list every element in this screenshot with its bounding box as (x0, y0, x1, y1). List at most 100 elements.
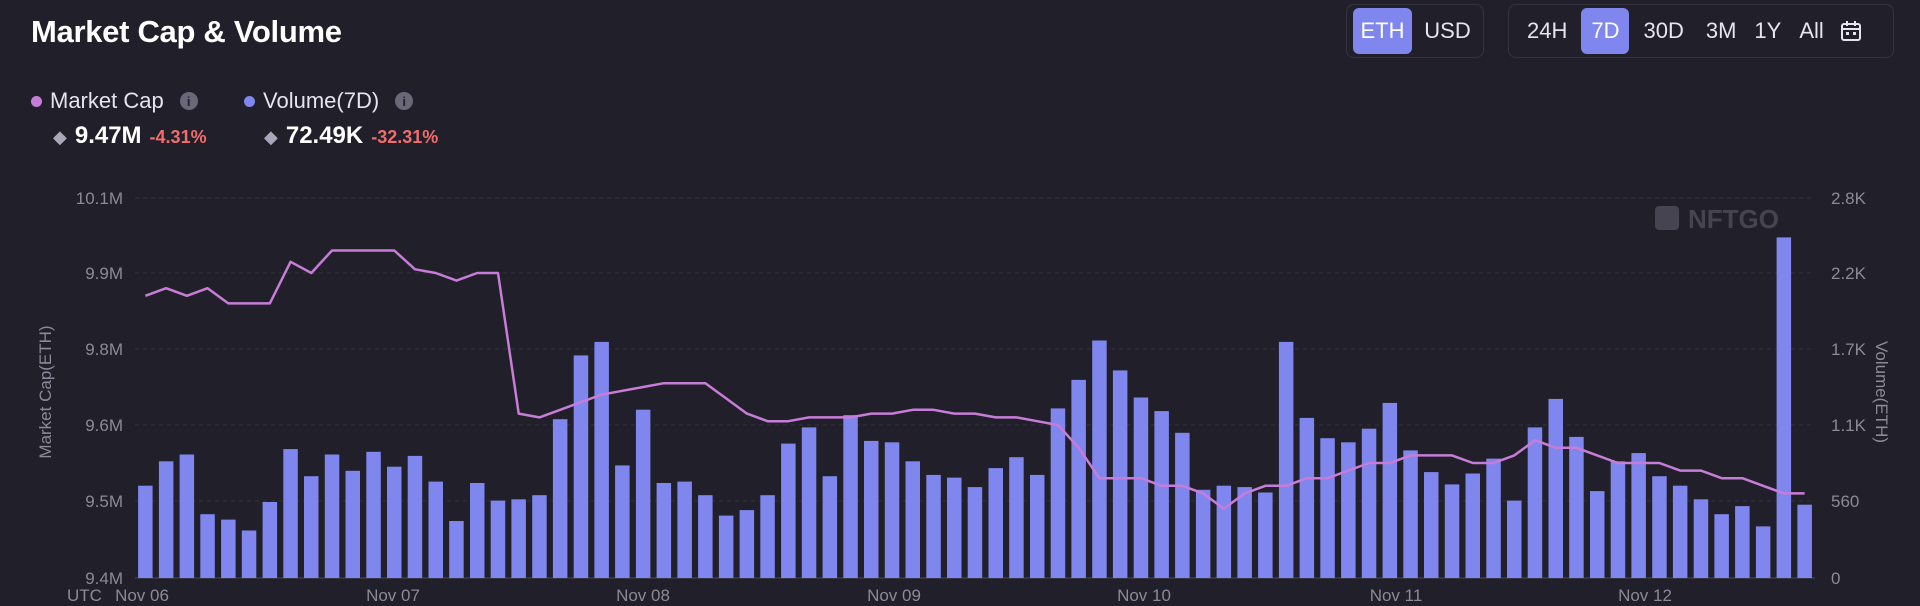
currency-usd-button[interactable]: USD (1424, 18, 1471, 43)
volume-bar (1154, 411, 1169, 578)
range-1y-button[interactable]: 1Y (1754, 18, 1782, 43)
market-cap-change: -4.31% (149, 127, 207, 147)
volume-bar (905, 461, 920, 578)
volume-bar (407, 455, 423, 578)
volume-bar (822, 476, 838, 578)
info-icon[interactable]: i (395, 92, 414, 110)
volume-bar (1216, 485, 1232, 578)
volume-bar (1444, 484, 1460, 578)
currency-eth-button[interactable]: ETH (1353, 8, 1412, 54)
volume-bar (698, 495, 713, 578)
volume-bar (1714, 514, 1729, 578)
volume-bar (1050, 408, 1066, 578)
volume-bar (1092, 340, 1107, 578)
volume-bar (262, 502, 278, 578)
volume-bar (1465, 473, 1480, 578)
volume-bar (615, 465, 630, 578)
range-all-button[interactable]: All (1799, 18, 1824, 43)
volume-bar (573, 355, 589, 578)
page-title: Market Cap & Volume (31, 14, 342, 49)
x-tick-label: Nov 09 (867, 586, 921, 605)
volume-stat: ◆ 72.49K -32.31% (264, 122, 438, 150)
legend-volume[interactable]: Volume(7D) i (244, 88, 414, 114)
volume-bar (843, 415, 858, 578)
legend-market-cap[interactable]: Market Cap i (31, 88, 198, 114)
volume-bar (1672, 485, 1688, 578)
x-tick-label: Nov 07 (366, 586, 420, 605)
legend-volume-label: Volume(7D) (263, 88, 380, 113)
market-cap-stat: ◆ 9.47M -4.31% (53, 122, 207, 150)
volume-bar (718, 515, 734, 578)
volume-bar (324, 454, 340, 578)
volume-bar (345, 470, 360, 578)
volume-bar (1133, 397, 1149, 578)
volume-bar (967, 487, 983, 578)
volume-bar (1030, 474, 1045, 578)
volume-bar (449, 521, 464, 578)
volume-bar (1776, 237, 1792, 578)
volume-bar (1320, 438, 1335, 578)
volume-bar (200, 514, 215, 578)
volume-bar (1610, 461, 1626, 578)
left-tick-label: 9.6M (85, 416, 123, 435)
left-tick-label: 9.5M (85, 492, 123, 511)
left-tick-label: 9.4M (85, 569, 123, 588)
volume-bar (594, 341, 609, 578)
info-icon[interactable]: i (179, 92, 198, 110)
volume-bar (428, 481, 443, 578)
volume-bar (511, 499, 526, 578)
range-3m-button[interactable]: 3M (1705, 18, 1737, 43)
volume-change: -32.31% (371, 127, 439, 147)
volume-bar (1112, 370, 1128, 578)
volume-bar (1527, 427, 1543, 578)
volume-bar (1237, 487, 1252, 578)
range-7d-button[interactable]: 7D (1581, 8, 1630, 54)
volume-bar (1569, 436, 1584, 578)
watermark: NFTGO (1655, 204, 1779, 234)
volume-bar (1071, 379, 1086, 578)
volume-bar (1652, 476, 1667, 578)
right-tick-label: 1.7K (1831, 340, 1867, 359)
eth-icon: ◆ (53, 127, 67, 147)
volume-bar (1341, 442, 1356, 578)
volume-bar (884, 442, 900, 578)
volume-bar (1361, 428, 1377, 578)
volume-bar (1590, 491, 1605, 578)
volume-bar (656, 483, 672, 578)
left-tick-label: 9.8M (85, 340, 123, 359)
right-tick-label: 1.1K (1831, 416, 1867, 435)
range-24h-button[interactable]: 24H (1527, 18, 1568, 43)
volume-bar (138, 485, 153, 578)
market-cap-dot (31, 95, 42, 107)
volume-bar (1693, 499, 1709, 578)
eth-icon: ◆ (264, 127, 278, 147)
volume-bar (241, 530, 257, 578)
volume-bar (1507, 500, 1522, 578)
volume-bar (988, 468, 1003, 578)
volume-bar (1258, 492, 1273, 578)
volume-bar (221, 519, 236, 578)
volume-bar (532, 495, 547, 578)
calendar-icon[interactable] (1834, 8, 1868, 54)
left-tick-label: 10.1M (76, 189, 123, 208)
volume-bar (158, 461, 174, 578)
left-tick-label: 9.9M (85, 264, 123, 283)
right-tick-label: 2.2K (1831, 264, 1867, 283)
market-cap-line (144, 249, 1805, 510)
x-tick-label: Nov 12 (1618, 586, 1672, 605)
volume-bar (1424, 472, 1439, 578)
volume-bar (490, 500, 506, 578)
volume-bar (179, 454, 195, 578)
volume-bar (739, 510, 755, 578)
volume-bar (947, 477, 962, 578)
right-tick-label: 560 (1831, 492, 1859, 511)
volume-bar (1299, 417, 1315, 578)
range-30d-button[interactable]: 30D (1643, 18, 1684, 43)
volume-bar (864, 440, 879, 578)
volume-value: 72.49K (285, 122, 364, 149)
volume-bar (1175, 432, 1190, 578)
volume-bar (760, 495, 775, 578)
left-axis-label: Market Cap(ETH) (36, 325, 55, 458)
volume-bar (635, 409, 651, 578)
